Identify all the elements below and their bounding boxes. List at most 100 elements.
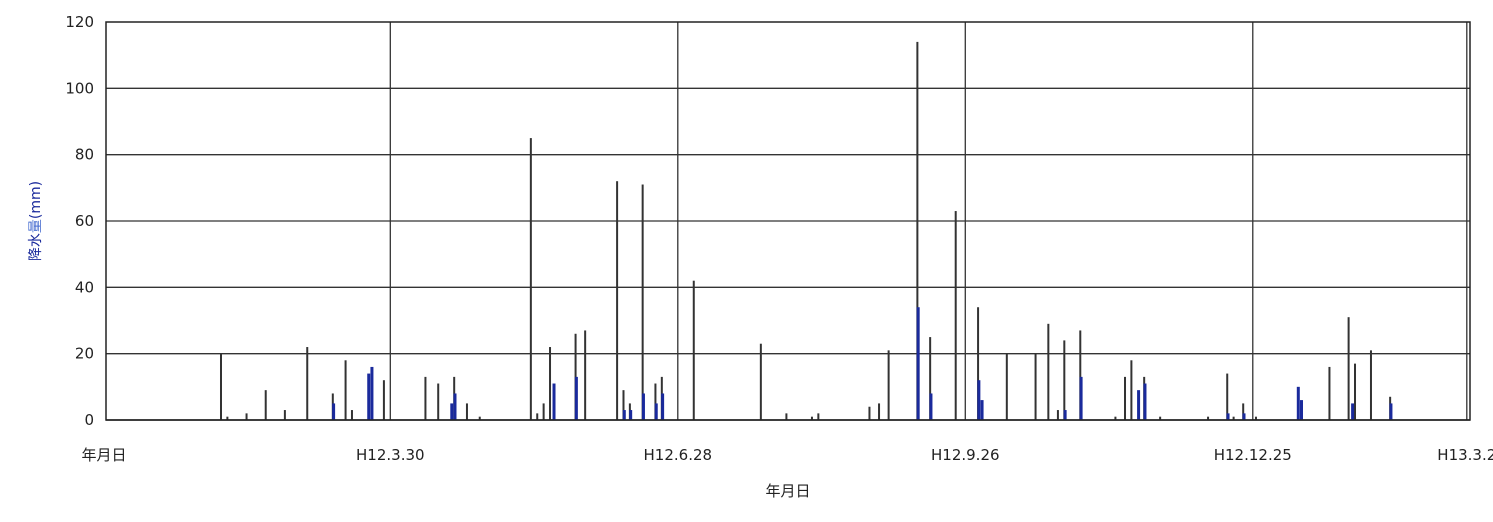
bar-dark (810, 416, 813, 420)
bar-blue (552, 383, 556, 420)
bar-dark (1124, 376, 1127, 420)
bar-dark (616, 181, 619, 420)
x-tick-label: H12.12.25 (1214, 446, 1292, 464)
bar-dark (622, 390, 625, 420)
bar-dark (654, 383, 657, 420)
bar-dark (542, 403, 545, 420)
bar-blue (453, 393, 457, 420)
bar-dark (1328, 366, 1331, 420)
bar-dark (1114, 416, 1117, 420)
bar-dark (350, 410, 353, 420)
bar-dark (1207, 416, 1210, 420)
bar-blue (370, 366, 374, 420)
bar-dark (954, 211, 957, 420)
bar-dark (245, 413, 248, 420)
bar-blue (332, 403, 336, 420)
bar-blue (629, 410, 633, 420)
bar-dark (1242, 403, 1245, 420)
y-axis-label-part1: 降水 (28, 233, 44, 261)
y-tick-label: 60 (75, 212, 94, 230)
y-tick-label: 120 (65, 13, 94, 31)
bar-dark (868, 406, 871, 420)
bar-blue (622, 410, 626, 420)
bar-dark (1034, 353, 1037, 420)
bar-dark (536, 413, 539, 420)
bar-dark (1056, 410, 1059, 420)
bar-dark (584, 330, 587, 420)
bar-dark (1005, 353, 1008, 420)
bar-blue (980, 400, 984, 420)
bar-dark (1047, 323, 1050, 420)
bar-dark (916, 41, 919, 421)
bar-dark (382, 380, 385, 420)
bar-dark (1130, 360, 1133, 420)
x-tick-label: H13.3.2 (1437, 446, 1493, 464)
bar-dark (1079, 330, 1082, 420)
bar-blue (929, 393, 933, 420)
bar-dark (977, 307, 980, 420)
bar-dark (306, 347, 309, 420)
bar-blue (1079, 376, 1083, 420)
bar-dark (785, 413, 788, 420)
bar-blue (1137, 390, 1141, 420)
y-tick-label: 40 (75, 278, 94, 296)
bar-dark (437, 383, 440, 420)
bar-blue (641, 393, 645, 420)
y-tick-label: 100 (65, 79, 94, 97)
bar-dark (465, 403, 468, 420)
y-tick-label: 80 (75, 146, 94, 164)
x-axis-label: 年月日 (765, 482, 810, 500)
bar-dark (1159, 416, 1162, 420)
bar-dark (1354, 363, 1357, 420)
bar-blue (367, 373, 371, 420)
bar-blue (1226, 413, 1230, 420)
bar-dark (759, 343, 762, 420)
x-tick-label: H12.3.30 (356, 446, 425, 464)
bar-dark (478, 416, 481, 420)
bar-dark (529, 138, 532, 421)
bar-blue (1242, 413, 1246, 420)
bar-dark (264, 390, 267, 420)
plot-frame (105, 21, 1471, 421)
y-tick-labels: 0 20 40 60 80 100 120 (65, 13, 94, 429)
bar-dark (692, 280, 695, 420)
bar-blue (916, 307, 920, 420)
y-tick-label: 0 (84, 411, 94, 429)
bar-blue (1143, 383, 1147, 420)
bar-dark (219, 353, 222, 420)
bar-blue (654, 403, 658, 420)
bar-dark (1063, 340, 1066, 420)
bar-dark (1232, 416, 1235, 420)
bar-blue (1063, 410, 1067, 420)
y-axis-label-part2: 量 (28, 219, 44, 233)
bar-blue (1299, 400, 1303, 420)
bar-blue (450, 403, 454, 420)
x-tick-label: H12.6.28 (644, 446, 713, 464)
bar-dark (1226, 373, 1229, 420)
y-axis-label-unit: (mm) (28, 181, 44, 219)
bar-dark (424, 376, 427, 420)
bar-dark (641, 184, 644, 420)
y-tick-label: 20 (75, 345, 94, 363)
bar-blue (1351, 403, 1355, 420)
bar-blue (574, 376, 578, 420)
bar-blue (977, 380, 981, 420)
bar-dark (887, 350, 890, 420)
x-tick-labels: H12.3.30 H12.6.28 H12.9.26 H12.12.25 H13.3.2 (356, 446, 1493, 464)
x-origin-label: 年月日 (81, 446, 126, 464)
bar-dark (226, 416, 229, 420)
grid-layer (106, 22, 1470, 421)
bar-blue (1389, 403, 1393, 420)
bar-dark (549, 347, 552, 420)
bar-dark (1369, 350, 1372, 420)
bar-dark (344, 360, 347, 420)
bar-dark (929, 337, 932, 420)
bar-dark (1347, 317, 1350, 420)
bar-dark (817, 413, 820, 420)
bar-dark (878, 403, 881, 420)
bar-dark (1254, 416, 1257, 420)
bar-blue (1296, 386, 1300, 420)
bar-dark (283, 410, 286, 420)
